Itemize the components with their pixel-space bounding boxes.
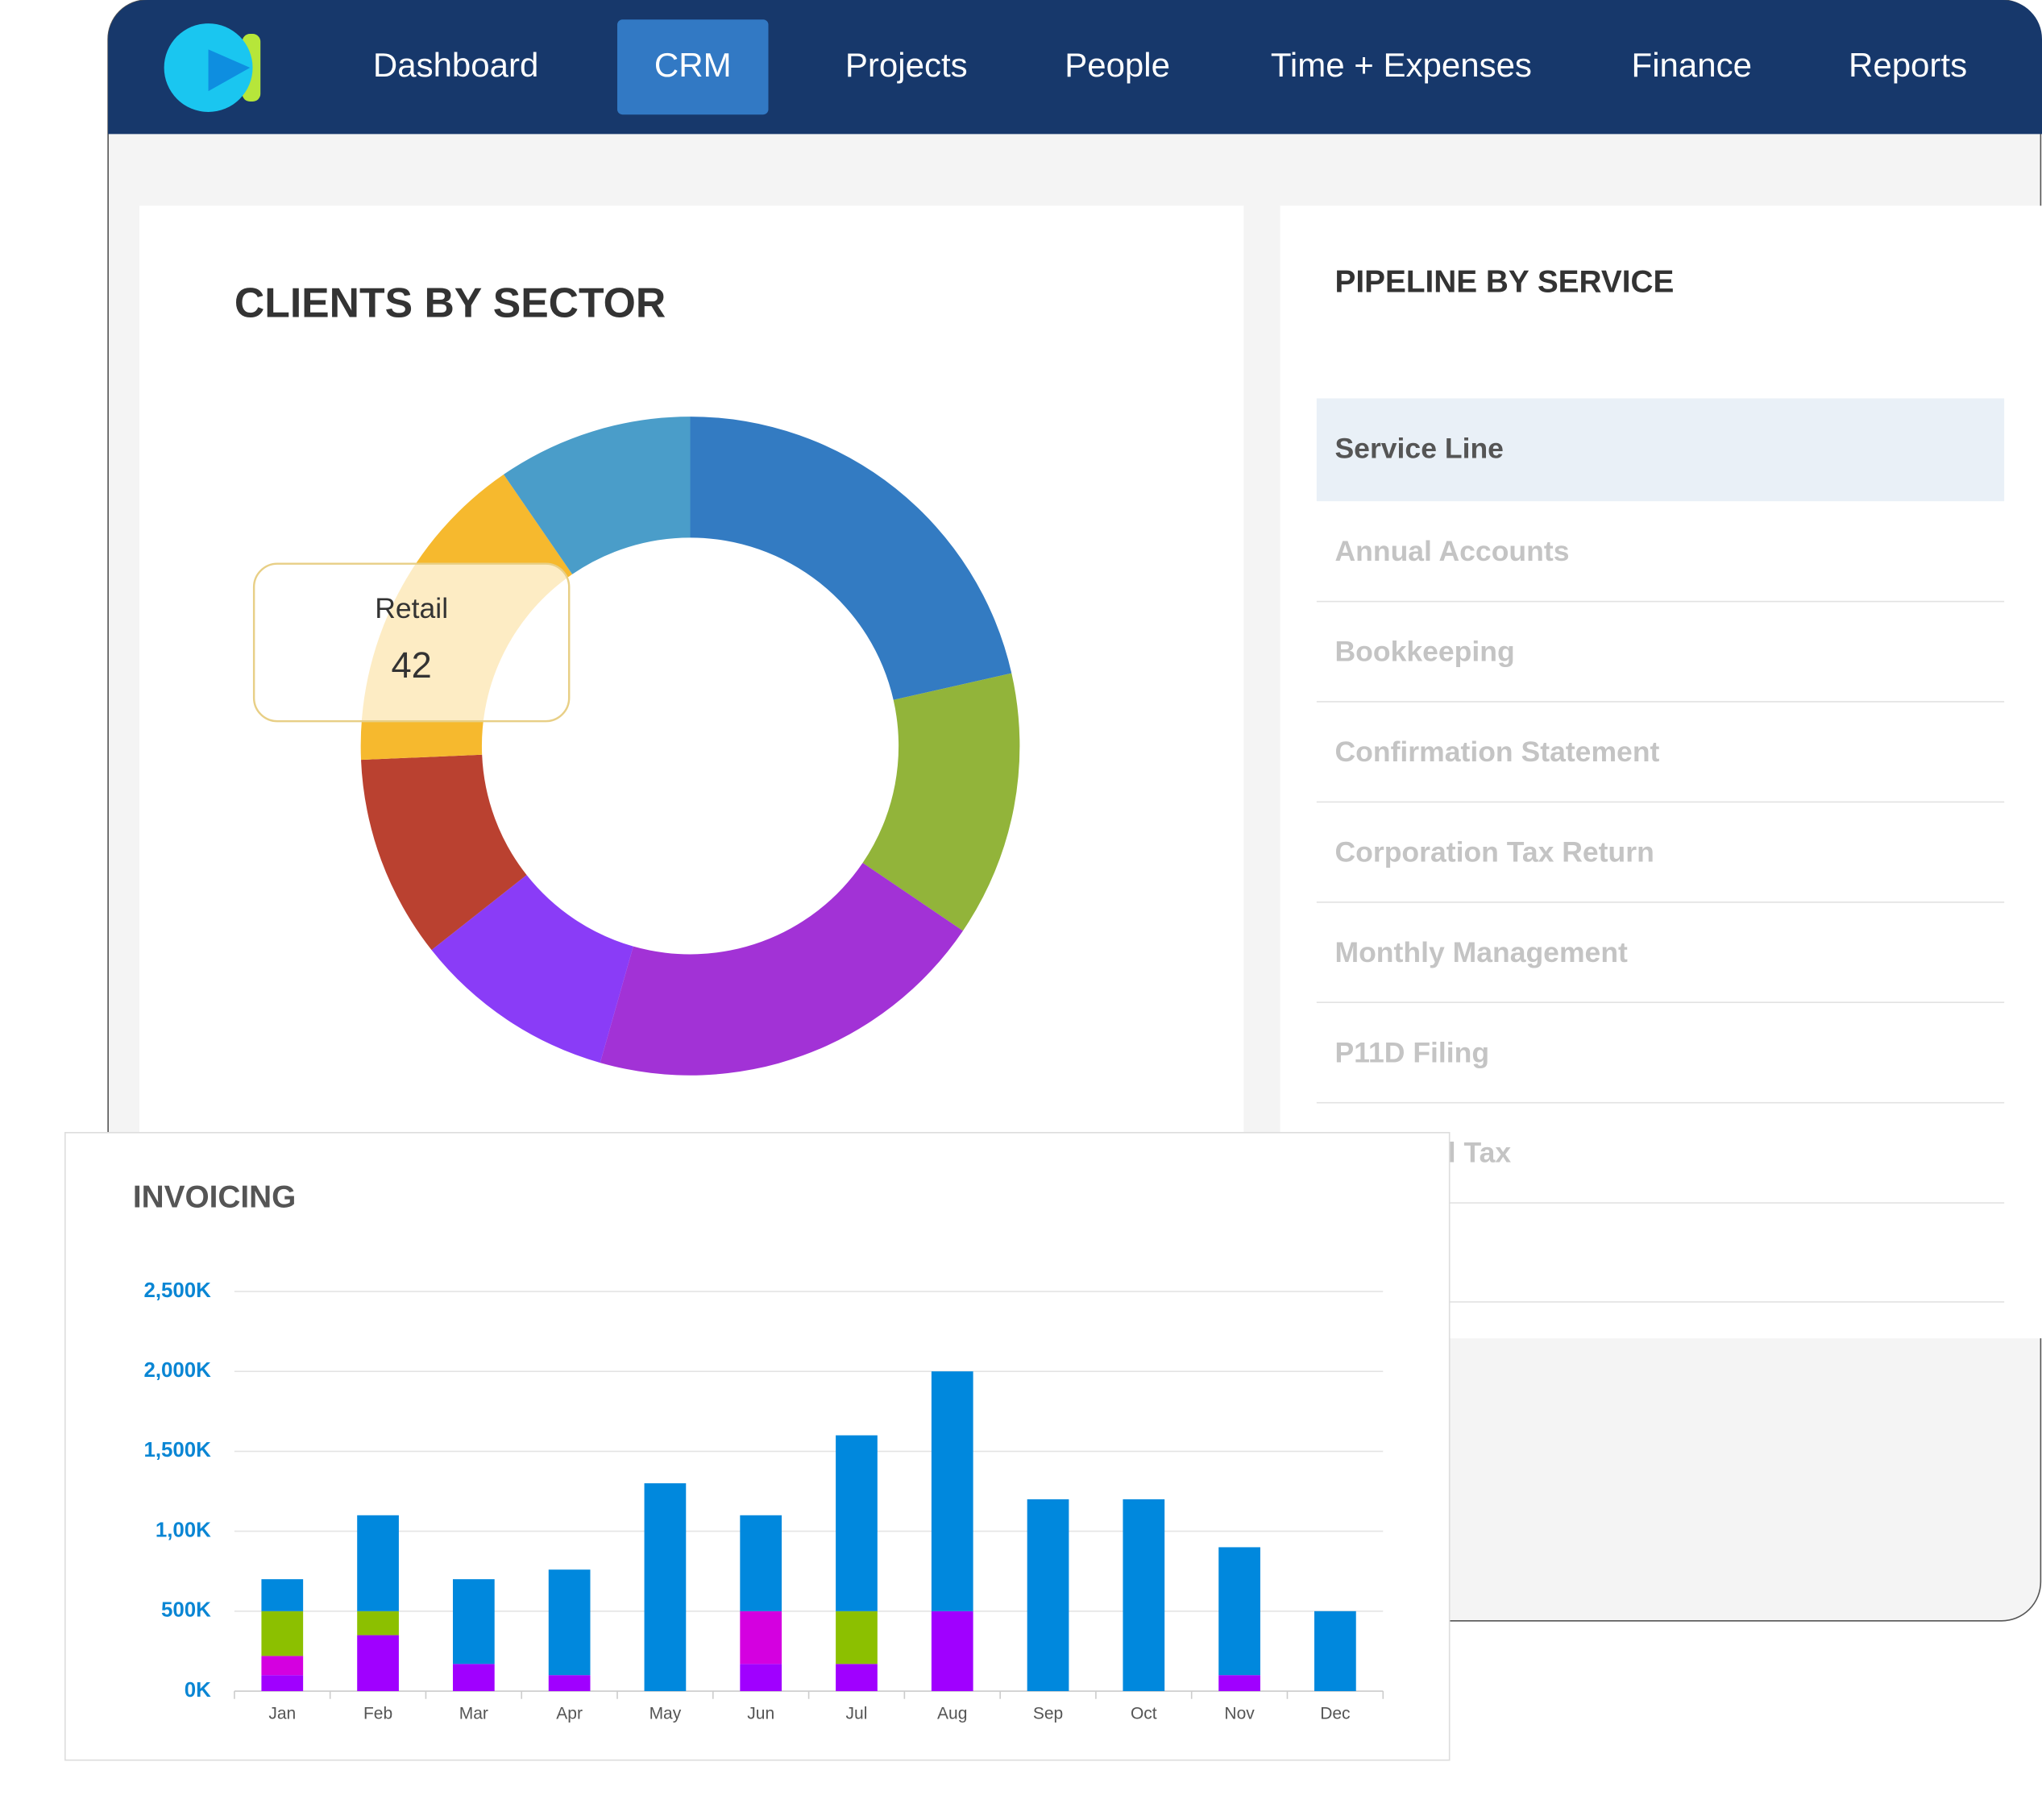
bar-segment	[1027, 1499, 1069, 1692]
bar-segment	[644, 1483, 687, 1692]
bar-segment	[452, 1664, 495, 1692]
nav-item[interactable]: Reports	[1849, 46, 1967, 84]
bar-segment	[261, 1675, 304, 1692]
x-tick-label: Jan	[268, 1705, 296, 1723]
bar-segment	[931, 1371, 973, 1611]
bar-segment	[740, 1611, 782, 1665]
x-tick-label: May	[650, 1705, 682, 1723]
bar-segment	[740, 1664, 782, 1692]
nav-item[interactable]: Time + Expenses	[1271, 46, 1532, 84]
bar-segment	[357, 1635, 399, 1692]
y-tick-label: 0K	[185, 1679, 211, 1702]
donut-segment	[862, 673, 1020, 931]
donut-segment	[504, 417, 691, 574]
bar-segment	[452, 1579, 495, 1665]
invoicing-chart: INVOICING 0K 500K 1,00K 1,500K 2,000K 2,500K J…	[133, 1179, 1384, 1723]
y-tick-label: 2,500K	[143, 1279, 211, 1302]
x-tick-label: Sep	[1033, 1705, 1063, 1723]
bar-segment	[836, 1435, 878, 1611]
nav: Dashboard CRM Projects People Time + Expense…	[373, 19, 1967, 115]
x-tick-label: Dec	[1320, 1705, 1350, 1723]
nav-item[interactable]: Projects	[845, 46, 968, 84]
x-tick-label: Mar	[459, 1705, 488, 1723]
y-tick-label: 1,500K	[143, 1439, 211, 1461]
donut-chart: CLIENTS BY SECTOR Retail 42	[234, 279, 1020, 1076]
x-tick-label: Nov	[1224, 1705, 1255, 1723]
tooltip-value: 42	[392, 645, 432, 686]
bar-segment	[261, 1656, 304, 1676]
x-tick-label: Jun	[747, 1705, 774, 1723]
x-tick-label: Apr	[556, 1705, 583, 1723]
header-label: Service Line	[1334, 432, 1503, 464]
donut-segment	[690, 417, 1012, 700]
bar-segment	[357, 1515, 399, 1611]
tooltip-label: Retail	[375, 592, 448, 624]
bar-segment	[548, 1675, 591, 1692]
bar-segment	[357, 1611, 399, 1636]
x-tick-label: Feb	[363, 1705, 392, 1723]
nav-active	[617, 19, 769, 115]
y-tick-label: 500K	[161, 1599, 211, 1622]
bar-segment	[836, 1664, 878, 1692]
table-header	[1316, 398, 2005, 502]
donut-segment	[600, 862, 963, 1076]
bar-segment	[261, 1611, 304, 1656]
bar-segment	[548, 1569, 591, 1676]
nav-item[interactable]: CRM	[654, 46, 732, 84]
y-tick-label: 1,00K	[156, 1519, 211, 1541]
bar-segment	[740, 1515, 782, 1611]
bar-segment	[931, 1611, 973, 1692]
donut-segment	[361, 754, 527, 951]
donut-segment	[431, 875, 633, 1063]
service-row: Corporation Tax Return	[1334, 835, 1654, 868]
x-tick-label: Oct	[1131, 1705, 1157, 1723]
logo	[164, 23, 261, 112]
pipeline-title: PIPELINE BY SERVICE	[1334, 265, 1674, 300]
bar-segment	[1218, 1547, 1260, 1676]
service-row: Confirmation Statement	[1334, 736, 1659, 768]
bar-segment	[836, 1611, 878, 1665]
nav-item[interactable]: Finance	[1632, 46, 1752, 84]
bar-segment	[1218, 1675, 1260, 1692]
y-tick-label: 2,000K	[143, 1359, 211, 1382]
logo-circle	[164, 23, 253, 112]
tooltip	[252, 562, 571, 723]
nav-item[interactable]: Dashboard	[373, 46, 538, 84]
nav-item[interactable]: People	[1065, 46, 1170, 84]
chart-title: INVOICING	[133, 1179, 296, 1214]
service-row: Annual Accounts	[1334, 535, 1569, 567]
bar-segment	[261, 1579, 304, 1611]
chart-title: CLIENTS BY SECTOR	[234, 279, 666, 325]
logo-arrow	[208, 49, 251, 92]
x-tick-label: Aug	[937, 1705, 967, 1723]
service-row: Monthly Management	[1334, 936, 1628, 968]
nav-bar	[108, 0, 2042, 135]
pipeline: PIPELINE BY SERVICE Service Line Annual …	[1316, 265, 2005, 1303]
service-row: Bookkeeping	[1334, 636, 1514, 668]
bar-segment	[1123, 1499, 1165, 1692]
bar-segment	[1314, 1611, 1356, 1692]
service-row: P11D Filing	[1334, 1036, 1489, 1068]
x-tick-label: Jul	[846, 1705, 868, 1723]
